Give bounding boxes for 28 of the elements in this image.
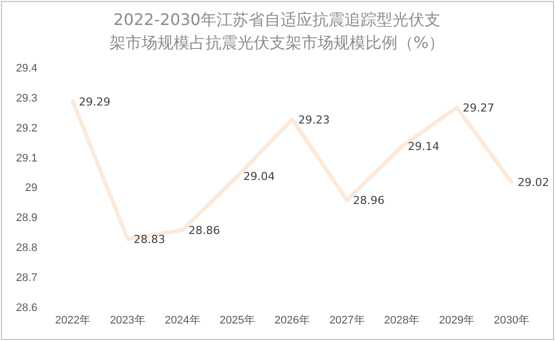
x-tick-label: 2026年	[274, 314, 310, 326]
data-label: 29.23	[298, 113, 330, 126]
data-label: 29.27	[462, 101, 494, 114]
x-tick-label: 2023年	[110, 314, 146, 326]
data-label: 28.96	[353, 194, 385, 208]
y-tick-label: 28.7	[16, 272, 38, 284]
y-tick-label: 28.6	[16, 302, 38, 314]
x-tick-label: 2028年	[384, 314, 420, 326]
data-label: 29.29	[78, 95, 110, 108]
y-tick-label: 28.9	[16, 212, 38, 224]
data-label: 28.86	[188, 224, 220, 237]
x-tick-label: 2029年	[438, 314, 474, 326]
data-label: 29.02	[518, 176, 550, 190]
data-label: 29.14	[408, 140, 440, 154]
y-tick-label: 29.4	[16, 62, 38, 75]
chart-title: 2022-2030年江苏省自适应抗震追踪型光伏支架市场规模占抗震光伏支架市场规模比例（%）	[108, 9, 446, 54]
data-label: 28.83	[134, 232, 166, 246]
data-label: 29.04	[243, 170, 275, 184]
x-tick-label: 2022年	[55, 314, 91, 326]
x-tick-label: 2030年	[494, 314, 530, 326]
y-tick-label: 29.3	[16, 92, 38, 105]
x-tick-label: 2024年	[164, 314, 200, 326]
y-tick-label: 28.8	[16, 242, 38, 254]
x-tick-label: 2025年	[220, 314, 256, 326]
y-tick-label: 29.2	[16, 122, 38, 134]
y-tick-label: 29.1	[16, 152, 38, 164]
x-tick-label: 2027年	[329, 314, 365, 326]
y-tick-label: 29	[25, 182, 38, 194]
